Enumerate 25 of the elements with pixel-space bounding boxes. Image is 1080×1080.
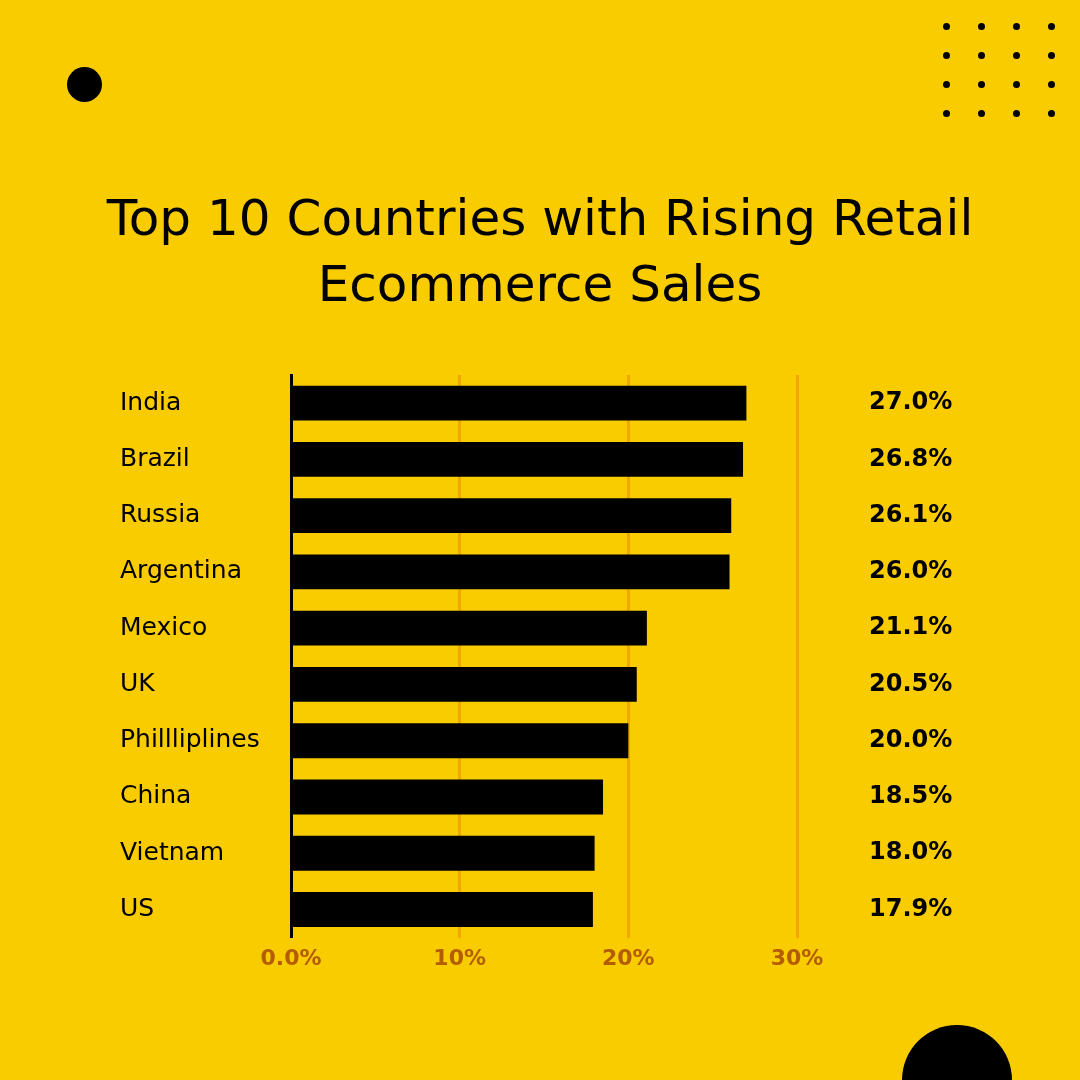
x-tick-label: 10% <box>433 944 486 970</box>
x-tick-label: 20% <box>602 944 655 970</box>
data-label: 17.9% <box>869 893 953 922</box>
chart-title: Top 10 Countries with Rising Retail Ecommerce Sales <box>105 188 975 315</box>
y-tick-label: Russia <box>120 499 201 529</box>
data-label: 26.0% <box>869 556 953 585</box>
y-tick-label: UK <box>120 667 156 697</box>
y-tick-label: Brazil <box>120 442 190 472</box>
y-tick-label: Argentina <box>120 555 242 585</box>
data-label: 18.0% <box>869 837 953 866</box>
y-tick-label: US <box>120 892 155 922</box>
y-tick-label: India <box>120 386 182 416</box>
x-tick-label: 0.0% <box>260 944 322 970</box>
data-label: 27.0% <box>869 387 953 416</box>
data-label: 20.5% <box>869 668 953 697</box>
data-label: 20.0% <box>869 724 953 753</box>
y-tick-label: China <box>120 780 192 810</box>
data-label: 21.1% <box>869 612 953 641</box>
y-tick-label: Vietnam <box>120 836 225 866</box>
y-tick-label: Phillliplines <box>120 724 260 754</box>
data-label: 18.5% <box>869 781 953 810</box>
data-label: 26.1% <box>869 499 953 528</box>
data-label: 26.8% <box>869 443 953 472</box>
y-tick-label: Mexico <box>120 611 208 641</box>
x-tick-label: 30% <box>770 944 824 970</box>
